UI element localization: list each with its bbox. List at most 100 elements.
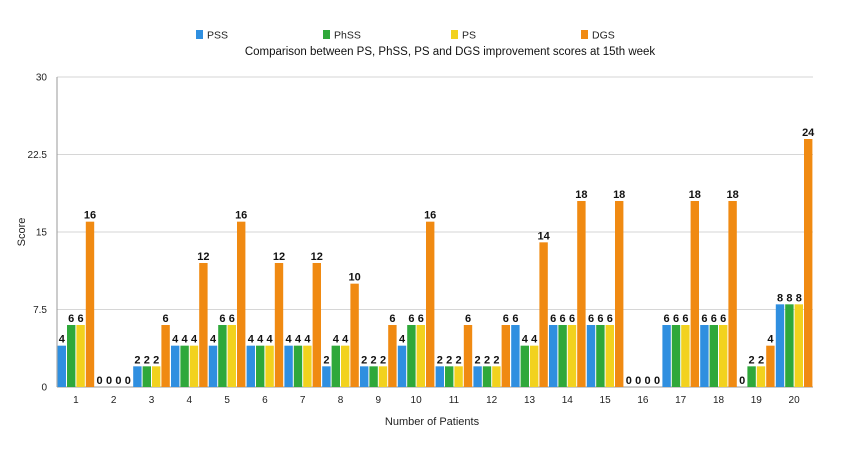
y-tick-label: 22.5 xyxy=(28,150,48,161)
data-label: 6 xyxy=(68,313,74,325)
y-tick-label: 7.5 xyxy=(33,305,47,316)
x-tick-label: 5 xyxy=(224,395,230,406)
bar-ps xyxy=(681,325,690,387)
bar-dgs xyxy=(463,325,473,387)
data-label: 6 xyxy=(673,313,679,325)
bar-phss xyxy=(482,366,492,387)
data-label: 0 xyxy=(645,375,651,387)
data-label: 6 xyxy=(465,313,471,325)
chart-title: Comparison between PS, PhSS, PS and DGS … xyxy=(245,46,656,58)
x-tick-label: 14 xyxy=(562,395,574,406)
data-label: 2 xyxy=(749,354,755,366)
data-label: 4 xyxy=(531,334,538,346)
legend-swatch-ps xyxy=(451,30,458,39)
bar-phss xyxy=(180,345,189,387)
legend-swatch-phss xyxy=(323,30,330,39)
data-label: 6 xyxy=(229,313,235,325)
bar-dgs xyxy=(766,345,775,387)
bar-phss xyxy=(671,325,681,387)
bar-pss xyxy=(57,345,66,387)
legend-label: PS xyxy=(462,30,476,42)
data-label: 24 xyxy=(802,127,815,139)
bar-ps xyxy=(756,366,766,387)
bar-phss xyxy=(709,325,718,387)
data-label: 10 xyxy=(348,272,360,284)
bar-pss xyxy=(700,325,709,387)
x-tick-label: 10 xyxy=(411,395,423,406)
x-tick-label: 12 xyxy=(486,395,498,406)
data-label: 0 xyxy=(125,375,131,387)
data-label: 4 xyxy=(267,334,274,346)
x-tick-label: 4 xyxy=(187,395,193,406)
data-label: 0 xyxy=(739,375,745,387)
bar-ps xyxy=(227,325,236,387)
bar-ps xyxy=(454,366,463,387)
data-label: 6 xyxy=(408,313,414,325)
data-label: 6 xyxy=(664,313,670,325)
data-label: 0 xyxy=(115,375,121,387)
x-tick-label: 18 xyxy=(713,395,725,406)
data-label: 0 xyxy=(635,375,641,387)
x-axis-title: Number of Patients xyxy=(385,416,480,428)
bar-pss xyxy=(322,366,331,387)
bar-phss xyxy=(407,325,416,387)
data-label: 14 xyxy=(537,230,550,242)
x-tick-label: 3 xyxy=(149,395,155,406)
legend-label: PSS xyxy=(207,30,228,42)
bar-pss xyxy=(133,366,142,387)
x-tick-label: 17 xyxy=(675,395,687,406)
data-label: 4 xyxy=(59,334,66,346)
bar-dgs xyxy=(312,263,321,387)
x-tick-label: 9 xyxy=(376,395,382,406)
data-label: 0 xyxy=(626,375,632,387)
x-tick-label: 8 xyxy=(338,395,344,406)
data-label: 6 xyxy=(711,313,717,325)
data-label: 4 xyxy=(304,334,311,346)
data-label: 2 xyxy=(134,354,140,366)
bar-dgs xyxy=(501,325,510,387)
legend: PSS PhSS PS DGS xyxy=(196,30,615,42)
bar-dgs xyxy=(161,325,170,387)
bar-dgs xyxy=(388,325,397,387)
x-tick-label: 19 xyxy=(751,395,763,406)
data-label: 6 xyxy=(389,313,395,325)
bar-dgs xyxy=(274,263,284,387)
data-label: 6 xyxy=(78,313,84,325)
data-label: 4 xyxy=(182,334,189,346)
x-tick-label: 6 xyxy=(262,395,268,406)
bar-phss xyxy=(142,366,151,387)
bar-phss xyxy=(785,304,794,387)
data-label: 0 xyxy=(97,375,103,387)
data-label: 4 xyxy=(295,334,302,346)
bar-ps xyxy=(605,325,614,387)
bar-ps xyxy=(189,345,199,387)
bar-dgs xyxy=(199,263,208,387)
y-axis-title: Score xyxy=(16,218,28,247)
bar-phss xyxy=(369,366,378,387)
gridlines xyxy=(56,76,813,388)
bar-phss xyxy=(747,366,756,387)
bar-dgs xyxy=(85,221,95,387)
data-label: 6 xyxy=(418,313,424,325)
y-tick-label: 15 xyxy=(36,228,48,239)
data-label: 6 xyxy=(503,313,509,325)
bar-phss xyxy=(293,345,303,387)
bar-pss xyxy=(360,366,369,387)
bar-ps xyxy=(492,366,501,387)
bar-pss xyxy=(662,325,671,387)
bar-dgs xyxy=(539,242,548,387)
x-tick-label: 11 xyxy=(449,395,460,406)
legend-label: PhSS xyxy=(334,30,361,42)
bar-ps xyxy=(341,345,350,387)
bar-pss xyxy=(171,345,180,387)
bar-ps xyxy=(794,304,803,387)
bar-pss xyxy=(397,345,407,387)
data-label: 4 xyxy=(248,334,255,346)
data-label: 6 xyxy=(219,313,225,325)
data-label: 4 xyxy=(342,334,349,346)
bars xyxy=(57,139,813,387)
data-label: 2 xyxy=(484,354,490,366)
data-label: 6 xyxy=(163,313,169,325)
